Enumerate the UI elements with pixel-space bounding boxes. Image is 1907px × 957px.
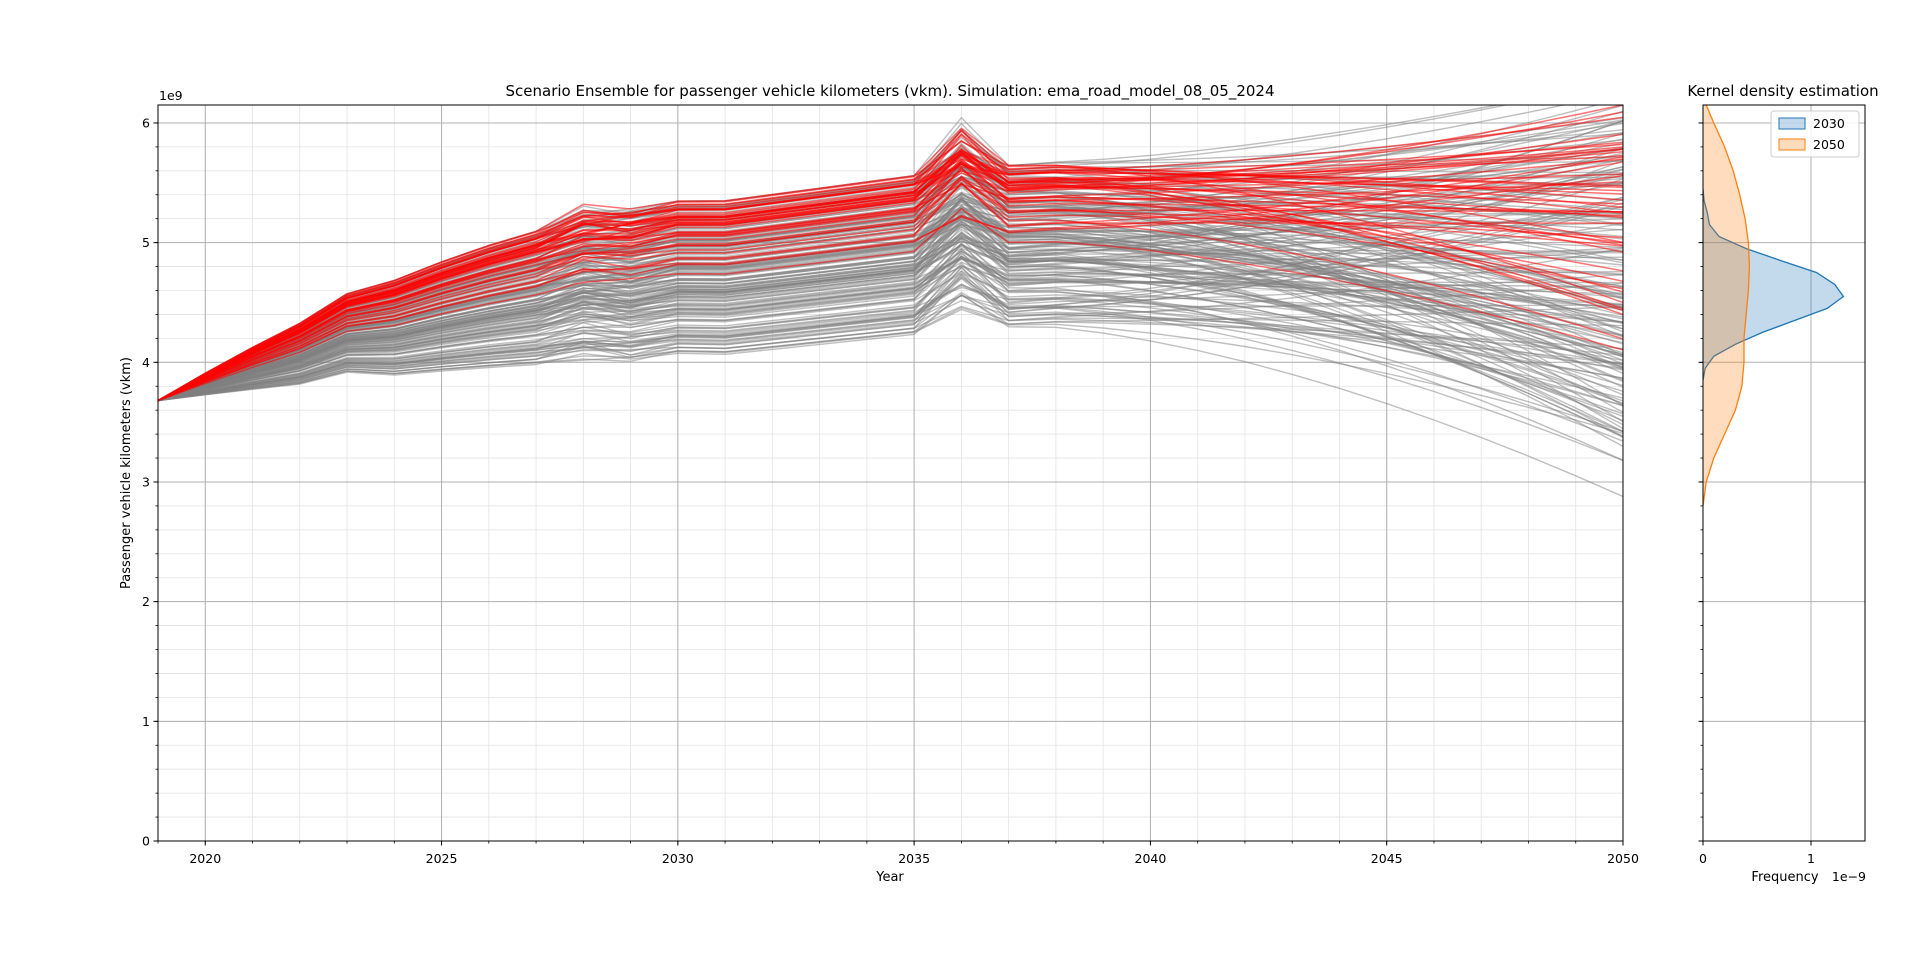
y-tick-label: 6 bbox=[142, 115, 150, 130]
main-axis-ticks bbox=[153, 122, 1624, 846]
highlighted-scenario-line bbox=[158, 158, 1623, 402]
x-tick-label: 2035 bbox=[898, 851, 930, 866]
main-chart-title: Scenario Ensemble for passenger vehicle … bbox=[506, 82, 1275, 101]
kde-curve-2030 bbox=[1703, 188, 1845, 381]
kde-plot-frame bbox=[1702, 104, 1866, 842]
highlighted-scenario-line bbox=[158, 178, 1623, 402]
background-scenario-line bbox=[158, 212, 1623, 402]
kde-x-tick-label: 1 bbox=[1807, 851, 1815, 866]
background-scenario-line bbox=[158, 293, 1623, 498]
y-tick-label: 3 bbox=[142, 474, 150, 489]
highlighted-scenario-line bbox=[158, 158, 1623, 402]
kde-axis-ticks bbox=[1698, 122, 1812, 846]
background-scenario-line bbox=[158, 196, 1623, 402]
kde-x-offset-text: 1e−9 bbox=[1832, 869, 1866, 884]
highlighted-scenario-line bbox=[158, 111, 1623, 402]
highlighted-scenario-line bbox=[158, 182, 1623, 402]
main-x-tick-labels: 2020 2025 2030 2035 2040 2045 2050 bbox=[189, 851, 1639, 866]
legend-box bbox=[1770, 110, 1860, 158]
background-scenario-line bbox=[158, 255, 1623, 407]
kde-x-axis-label: Frequency bbox=[1751, 870, 1818, 885]
kde-x-tick-label: 0 bbox=[1699, 851, 1707, 866]
background-scenario-line bbox=[158, 295, 1623, 433]
kde-legend: 2030 2050 bbox=[1770, 110, 1860, 158]
highlighted-scenario-line bbox=[158, 139, 1623, 402]
y-tick-label: 2 bbox=[142, 594, 150, 609]
kde-density-areas bbox=[1703, 105, 1845, 506]
background-scenario-line bbox=[158, 147, 1623, 402]
highlighted-scenario-line bbox=[158, 105, 1623, 402]
x-tick-label: 2020 bbox=[189, 851, 221, 866]
ensemble-line-chart: 2020 2025 2030 2035 2040 2045 2050 0 1 2 3 4 5 6 Sce… bbox=[119, 82, 1639, 885]
background-scenario-line bbox=[158, 235, 1623, 402]
background-scenario-line bbox=[158, 150, 1623, 402]
background-scenario-line bbox=[158, 266, 1623, 402]
highlighted-scenario-line bbox=[158, 130, 1623, 402]
x-tick-label: 2040 bbox=[1135, 851, 1167, 866]
background-scenario-line bbox=[158, 270, 1623, 402]
highlighted-scenario-line bbox=[158, 176, 1623, 402]
legend-swatch-2030 bbox=[1778, 117, 1806, 130]
highlighted-scenario-line bbox=[158, 156, 1623, 402]
legend-swatch-2050 bbox=[1778, 138, 1806, 151]
highlighted-scenario-line bbox=[158, 167, 1623, 402]
x-tick-label: 2050 bbox=[1607, 851, 1639, 866]
background-scenario-line bbox=[158, 242, 1623, 402]
main-y-offset-text: 1e9 bbox=[159, 88, 183, 103]
background-scenario-line bbox=[158, 248, 1623, 402]
highlighted-scenario-line bbox=[158, 175, 1623, 402]
y-tick-label: 5 bbox=[142, 235, 150, 250]
background-scenario-line bbox=[158, 272, 1623, 406]
background-scenario-line bbox=[158, 277, 1623, 402]
highlighted-scenario-line bbox=[158, 208, 1623, 402]
main-scenario-runs bbox=[158, 105, 1623, 498]
highlighted-scenario-line bbox=[158, 182, 1623, 402]
background-scenario-line bbox=[158, 257, 1623, 417]
y-tick-label: 4 bbox=[142, 355, 150, 370]
x-tick-label: 2025 bbox=[426, 851, 458, 866]
background-scenario-line bbox=[158, 224, 1623, 402]
background-scenario-line bbox=[158, 159, 1623, 402]
background-scenario-line bbox=[158, 257, 1623, 402]
background-scenario-line bbox=[158, 243, 1623, 461]
background-scenario-line bbox=[158, 211, 1623, 402]
main-x-axis-label: Year bbox=[875, 870, 904, 885]
background-scenario-line bbox=[158, 308, 1623, 435]
kde-area-2030 bbox=[1703, 188, 1844, 381]
background-scenario-line bbox=[158, 240, 1623, 402]
x-tick-label: 2045 bbox=[1371, 851, 1403, 866]
background-scenario-line bbox=[158, 218, 1623, 402]
main-y-tick-labels: 0 1 2 3 4 5 6 bbox=[142, 115, 150, 848]
highlighted-scenario-line bbox=[158, 116, 1623, 402]
legend-label-2050: 2050 bbox=[1813, 137, 1845, 152]
y-tick-label: 1 bbox=[142, 714, 150, 729]
highlighted-scenario-line bbox=[158, 149, 1623, 402]
highlighted-scenario-line bbox=[158, 140, 1623, 402]
kde-area-2050 bbox=[1703, 105, 1750, 506]
y-tick-label: 0 bbox=[142, 834, 150, 849]
main-y-axis-label: Passenger vehicle kilometers (vkm) bbox=[119, 357, 134, 589]
background-scenario-line bbox=[158, 291, 1623, 402]
kde-curve-2050 bbox=[1703, 105, 1751, 506]
background-scenario-line bbox=[158, 250, 1623, 402]
highlighted-scenario-lines bbox=[158, 105, 1623, 402]
kde-chart-title: Kernel density estimation bbox=[1687, 82, 1878, 100]
background-scenario-line bbox=[158, 210, 1623, 402]
main-plot-frame bbox=[157, 104, 1624, 842]
legend-label-2030: 2030 bbox=[1813, 116, 1845, 131]
x-tick-label: 2030 bbox=[662, 851, 694, 866]
background-scenario-line bbox=[158, 270, 1623, 402]
background-scenario-line bbox=[158, 202, 1623, 402]
highlighted-scenario-line bbox=[158, 166, 1623, 402]
